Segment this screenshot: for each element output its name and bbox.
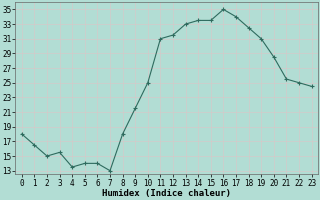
X-axis label: Humidex (Indice chaleur): Humidex (Indice chaleur) (102, 189, 231, 198)
